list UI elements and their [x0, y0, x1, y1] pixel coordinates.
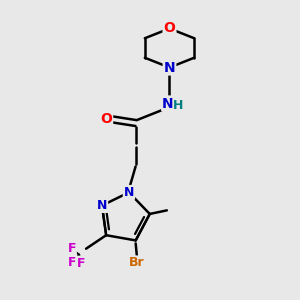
Text: F: F	[68, 256, 76, 269]
Text: Br: Br	[129, 256, 145, 269]
Text: H: H	[173, 99, 184, 112]
Text: N: N	[97, 199, 107, 212]
Text: O: O	[100, 112, 112, 126]
Text: O: O	[164, 22, 175, 35]
Text: N: N	[164, 61, 175, 74]
Text: N: N	[162, 97, 174, 110]
Text: F: F	[76, 256, 85, 270]
Text: N: N	[124, 186, 134, 199]
Text: F: F	[68, 242, 76, 255]
